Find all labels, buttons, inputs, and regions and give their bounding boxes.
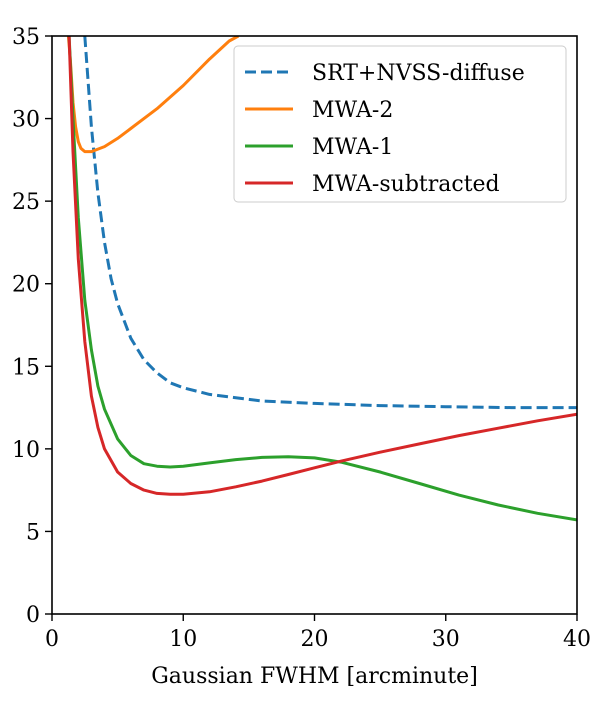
x-tick-label: 40 [563,627,591,652]
series-line-mwa-subtracted [67,36,577,496]
y-tick-label: 25 [12,190,40,215]
legend-label-srt-nvss-diffuse: SRT+NVSS-diffuse [312,61,525,86]
ticks-layer: 0 10 20 30 40 0 5 10 15 20 25 30 35 [12,25,591,652]
series-layer [66,36,577,522]
legend: SRT+NVSS-diffuse MWA-2 MWA-1 MWA-subtracted [233,45,567,203]
series-line-mwa-1 [67,36,577,522]
y-tick-label: 15 [12,355,40,380]
x-tick-label: 0 [45,627,59,652]
y-tick-label: 20 [12,273,40,298]
y-tick-label: 0 [26,603,40,628]
series-line-mwa-2 [66,36,240,154]
y-tick-label: 30 [12,108,40,133]
x-tick-label: 20 [301,627,329,652]
legend-label-mwa-1: MWA-1 [312,135,393,160]
x-tick-label: 30 [432,627,460,652]
series-line-srt-nvss-diffuse [83,36,577,410]
legend-box [233,45,567,203]
y-tick-label: 10 [12,438,40,463]
x-tick-label: 10 [169,627,197,652]
legend-label-mwa-subtracted: MWA-subtracted [312,172,500,197]
y-tick-label: 35 [12,25,40,50]
y-tick-label: 5 [26,520,40,545]
legend-label-mwa-2: MWA-2 [312,98,393,123]
x-axis-label: Gaussian FWHM [arcminute] [151,664,478,689]
